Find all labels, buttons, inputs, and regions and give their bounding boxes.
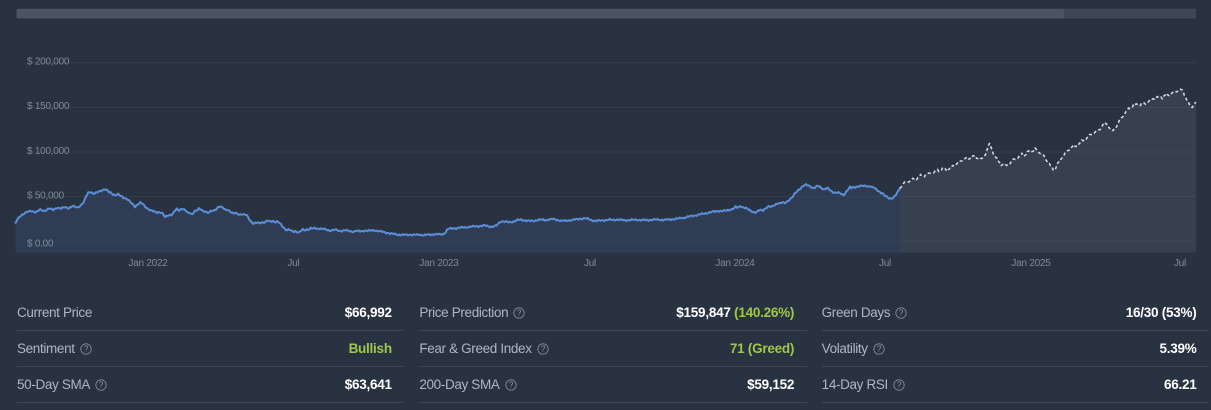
svg-text:?: ?	[899, 308, 904, 317]
svg-text:?: ?	[877, 345, 882, 354]
svg-text:Jul: Jul	[287, 258, 299, 269]
svg-text:?: ?	[541, 345, 546, 354]
svg-text:Jul: Jul	[1174, 258, 1186, 269]
svg-text:$ 0.00: $ 0.00	[27, 238, 54, 249]
svg-text:$ 50,000: $ 50,000	[27, 190, 65, 201]
svg-text:$ 100,000: $ 100,000	[27, 146, 70, 157]
svg-text:?: ?	[897, 381, 902, 390]
svg-text:$ 200,000: $ 200,000	[27, 57, 70, 68]
svg-text:?: ?	[99, 381, 104, 390]
svg-text:?: ?	[517, 308, 522, 317]
svg-text:Jul: Jul	[584, 258, 596, 269]
svg-text:?: ?	[84, 345, 89, 354]
svg-text:Jan 2024: Jan 2024	[715, 258, 755, 269]
svg-text:?: ?	[508, 381, 513, 390]
svg-text:Jan 2023: Jan 2023	[419, 258, 459, 269]
svg-text:$ 150,000: $ 150,000	[27, 101, 70, 112]
svg-text:Jan 2022: Jan 2022	[128, 258, 168, 269]
svg-text:Jan 2025: Jan 2025	[1011, 258, 1051, 269]
svg-text:Jul: Jul	[879, 258, 891, 269]
